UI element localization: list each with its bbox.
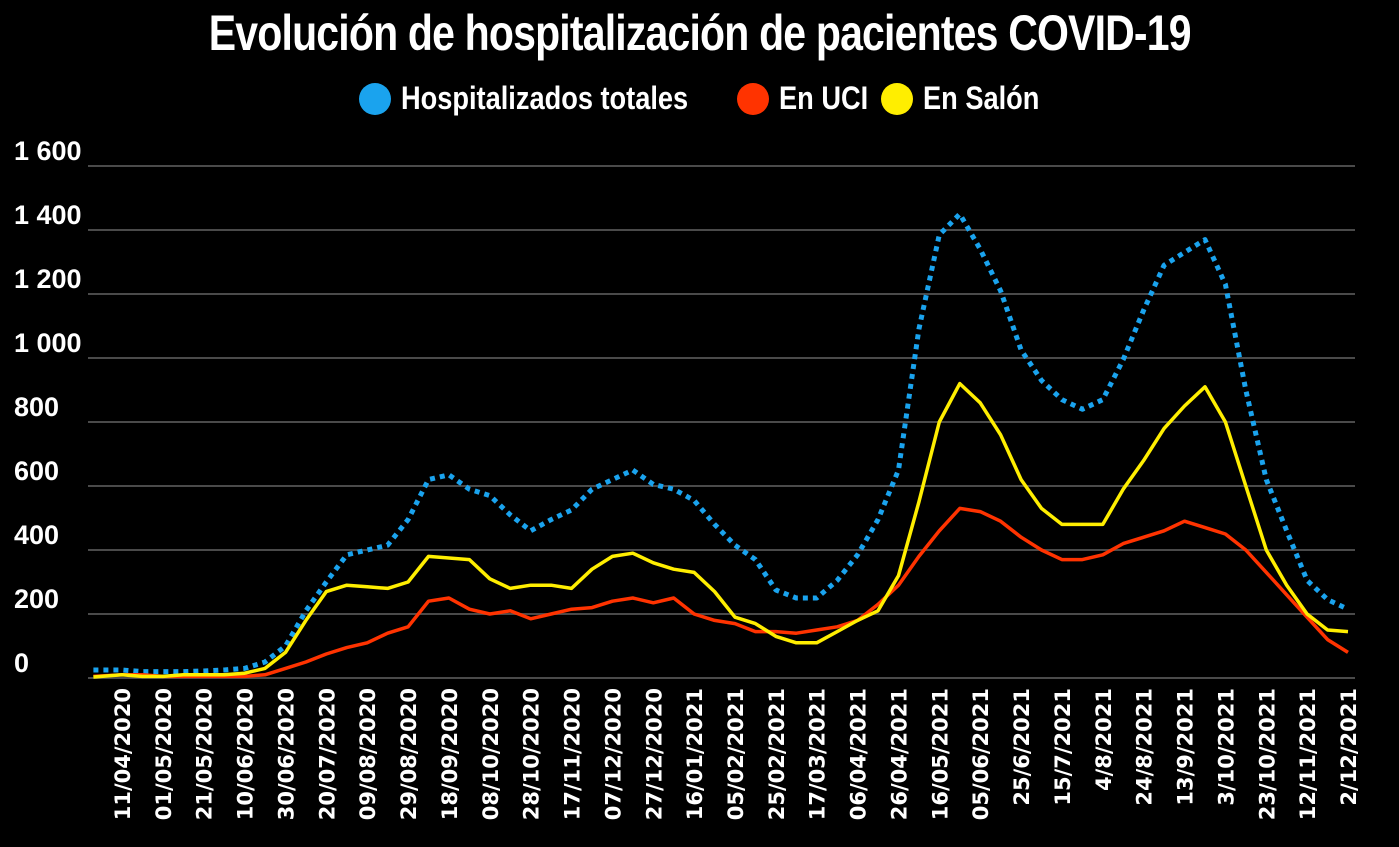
legend-item-uci: En UCI <box>736 80 868 117</box>
x-tick-label: 21/05/2020 <box>193 688 217 820</box>
legend-marker-salon <box>881 82 914 115</box>
x-tick-label: 25/6/2021 <box>1010 688 1034 806</box>
x-tick-label: 30/06/2020 <box>274 688 298 820</box>
x-tick-label: 27/12/2020 <box>642 688 666 820</box>
y-tick-label: 400 <box>14 520 59 550</box>
legend-item-total: Hospitalizados totales <box>358 80 719 117</box>
x-tick-label: 11/04/2020 <box>111 688 135 820</box>
y-tick-label: 200 <box>14 584 59 614</box>
series-line-total <box>93 211 1350 675</box>
series-line-salon <box>93 381 1349 679</box>
x-tick-label: 28/10/2020 <box>520 688 544 820</box>
x-tick-label: 24/8/2021 <box>1133 688 1157 806</box>
x-tick-label: 06/04/2021 <box>847 688 871 820</box>
x-tick-label: 25/02/2021 <box>765 688 789 820</box>
y-tick-label: 1 000 <box>14 328 82 358</box>
x-tick-label: 2/12/2021 <box>1337 688 1361 806</box>
legend: Hospitalizados totales En UCI En Salón <box>0 80 1399 117</box>
legend-label-total: Hospitalizados totales <box>400 80 688 116</box>
legend-label-salon: En Salón <box>923 80 1040 116</box>
series-line-uci <box>93 506 1349 679</box>
legend-item-salon: En Salón <box>881 80 1040 117</box>
x-tick-label: 16/01/2021 <box>683 688 707 820</box>
x-tick-label: 09/08/2020 <box>356 688 380 820</box>
x-tick-label: 3/10/2021 <box>1214 688 1238 806</box>
legend-marker-uci <box>736 82 769 115</box>
x-tick-label: 05/02/2021 <box>724 688 748 820</box>
x-tick-label: 12/11/2021 <box>1296 688 1320 820</box>
x-tick-label: 10/06/2020 <box>234 688 258 820</box>
y-tick-label: 1 600 <box>14 136 82 166</box>
y-tick-label: 1 400 <box>14 200 82 230</box>
x-tick-label: 17/03/2021 <box>806 688 830 820</box>
chart-title: Evolución de hospitalización de paciente… <box>0 4 1399 62</box>
x-tick-label: 08/10/2020 <box>479 688 503 820</box>
legend-marker-total <box>358 82 391 115</box>
legend-label-uci: En UCI <box>778 80 868 116</box>
x-tick-label: 01/05/2020 <box>152 688 176 820</box>
x-tick-label: 16/05/2021 <box>928 688 952 820</box>
x-tick-label: 13/9/2021 <box>1174 688 1198 806</box>
x-tick-label: 17/11/2020 <box>561 688 585 820</box>
y-tick-label: 600 <box>14 456 59 486</box>
y-tick-label: 0 <box>14 648 29 678</box>
y-tick-label: 800 <box>14 392 59 422</box>
x-tick-label: 29/08/2020 <box>397 688 421 820</box>
x-tick-label: 18/09/2020 <box>438 688 462 820</box>
x-tick-label: 26/04/2021 <box>887 688 911 820</box>
y-tick-label: 1 200 <box>14 264 82 294</box>
chart-title-text: Evolución de hospitalización de paciente… <box>208 5 1192 61</box>
x-tick-label: 4/8/2021 <box>1092 688 1116 791</box>
x-tick-label: 20/07/2020 <box>315 688 339 820</box>
x-tick-label: 07/12/2020 <box>601 688 625 820</box>
x-tick-label: 23/10/2021 <box>1255 688 1279 820</box>
x-tick-label: 05/06/2021 <box>969 688 993 820</box>
x-tick-label: 15/7/2021 <box>1051 688 1075 806</box>
